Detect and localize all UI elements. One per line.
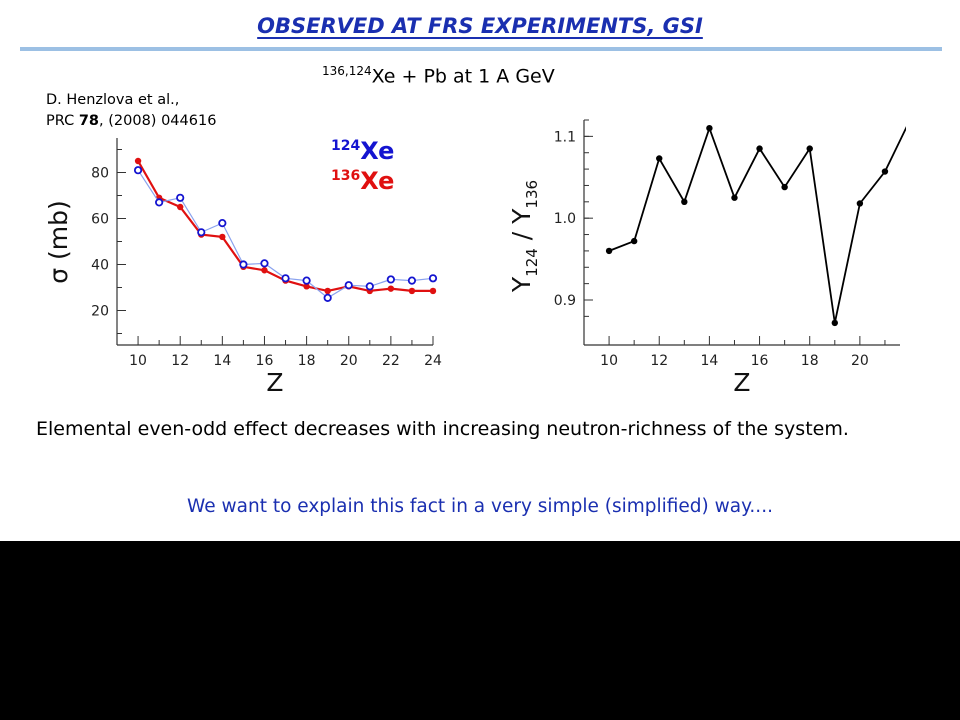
data-point-124Xe [155,198,164,207]
x-tick-label: 12 [171,353,189,369]
data-point-124Xe [197,228,206,237]
legend-124xe-element: Xe [360,137,395,165]
slide: OBSERVED AT FRS EXPERIMENTS, GSI 136,124… [20,14,942,517]
data-point-ratio [907,117,913,123]
data-point-ratio [756,145,763,152]
x-tick-label: 18 [801,353,819,369]
y-label-part: / [507,224,536,248]
legend-124xe-mass: 124 [331,138,361,154]
data-point-ratio [681,198,688,206]
data-point-136Xe [261,267,268,274]
y-tick-label: 1.0 [554,211,576,227]
reference-authors: D. Henzlova et al., [46,92,180,108]
data-point-124Xe [344,281,353,290]
caption-explanation-note: We want to explain this fact in a very s… [187,496,773,517]
x-tick-label: 16 [751,353,769,369]
y-tick-label: 40 [91,258,109,274]
x-axis-label: Z [733,368,750,397]
x-tick-label: 12 [650,353,668,369]
data-point-124Xe [260,259,269,268]
data-point-136Xe [324,287,331,295]
reference-journal: PRC [46,113,79,129]
x-tick-label: 10 [600,353,618,369]
y-tick-label: 60 [91,212,109,228]
y-tick-label: 80 [91,166,109,182]
x-tick-label: 20 [340,353,358,369]
reference-volume: 78 [78,113,100,129]
data-point-136Xe [177,203,184,211]
x-tick-label: 14 [213,353,231,369]
caption-even-odd-effect: Elemental even-odd effect decreases with… [36,418,849,440]
data-point-124Xe [176,193,185,202]
reference-journal-line: PRC 78, (2008) 044616 [46,111,216,132]
data-point-ratio [781,183,788,191]
reference-rest: , (2008) 044616 [99,113,217,129]
x-tick-label: 24 [424,353,442,369]
data-point-124Xe [302,276,311,285]
data-point-ratio [706,124,713,132]
data-point-ratio [605,247,613,255]
title-underline-rule [20,47,942,51]
legend-136xe-element: Xe [360,167,395,195]
x-tick-label: 10 [129,353,147,369]
legend-124xe: 124Xe [331,137,394,165]
data-point-136Xe [408,287,416,295]
legend-136xe: 136Xe [331,167,394,195]
data-point-136Xe [429,287,437,295]
legend-136xe-mass: 136 [331,168,361,184]
data-point-124Xe [323,293,332,302]
x-tick-label: 22 [382,353,400,369]
data-point-ratio [881,168,889,175]
x-tick-label: 16 [256,353,274,369]
data-point-124Xe [407,276,417,285]
data-point-136Xe [387,285,395,292]
x-axis-label: Z [266,368,283,397]
x-tick-label: 18 [298,353,316,369]
series-group [133,157,438,302]
y-label-part: Y [507,276,536,293]
data-point-ratio [806,145,813,152]
y-tick-label: 20 [91,304,109,320]
y-label-part: Y [507,208,536,225]
data-point-124Xe [365,282,374,291]
reaction-label: 136,124Xe + Pb at 1 A GeV [322,64,555,87]
series-group [605,117,913,327]
x-tick-label: 14 [700,353,718,369]
data-point-ratio [831,319,838,327]
black-footer-band [0,541,960,720]
data-point-136Xe [219,233,226,241]
data-point-124Xe [281,274,290,283]
data-point-ratio [731,194,738,201]
data-point-124Xe [239,260,248,269]
y-label-subscript: 124 [523,248,541,277]
cross-section-chart: 10 12 14 16 18 20 22 24 20 40 60 80 Zσ (mb) [44,138,442,397]
data-point-ratio [856,200,864,207]
reference-citation: D. Henzlova et al., PRC 78, (2008) 04461… [46,90,216,132]
reaction-superscript: 136,124 [322,64,372,78]
y-label-subscript: 136 [523,180,541,209]
data-point-124Xe [386,275,395,284]
y-axis-label: σ (mb) [44,200,73,284]
x-tick-label: 20 [851,353,869,369]
data-point-136Xe [134,157,142,165]
y-axis-label: Y124 / Y136 [507,180,541,293]
y-tick-label: 1.1 [554,129,576,145]
slide-title: OBSERVED AT FRS EXPERIMENTS, GSI [257,14,703,38]
data-point-136Xe [303,283,310,290]
data-point-ratio [630,237,638,245]
data-point-124Xe [218,219,227,228]
data-point-124Xe [133,166,143,175]
reaction-text: Xe + Pb at 1 A GeV [371,65,555,88]
y-tick-label: 0.9 [554,293,576,309]
data-point-124Xe [428,274,438,283]
data-point-ratio [656,155,663,162]
